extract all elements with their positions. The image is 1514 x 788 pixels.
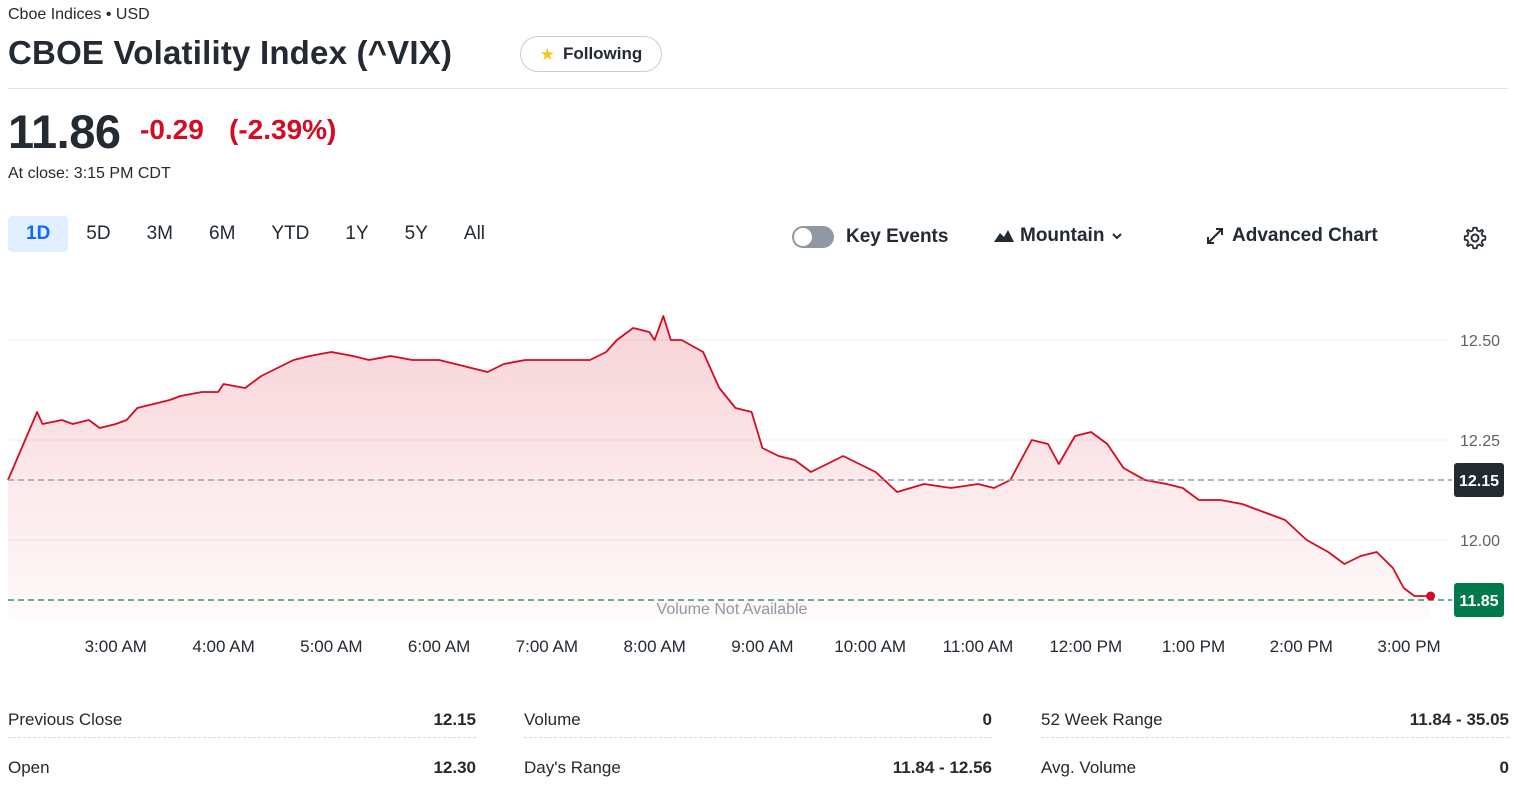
following-button[interactable]: ★ Following — [520, 36, 662, 72]
price-chart[interactable]: 12.15 11.85 12.50 12.25 12.00 3:00 AM 4:00 AM… — [0, 270, 1514, 670]
range-tab-1y[interactable]: 1Y — [345, 223, 369, 244]
current-price: 11.86 — [8, 105, 121, 158]
market-close-note: At close: 3:15 PM CDT — [8, 165, 171, 182]
header-divider — [8, 88, 1508, 89]
star-icon: ★ — [539, 44, 555, 64]
stat-days-range: Day's Range 11.84 - 12.56 — [524, 750, 992, 786]
range-tabs: 1D 5D 3M 6M YTD 1Y 5Y All — [8, 216, 503, 252]
page-title: CBOE Volatility Index (^VIX) — [8, 34, 453, 71]
chart-type-dropdown[interactable]: Mountain — [994, 225, 1124, 247]
range-tab-6m[interactable]: 6M — [209, 223, 236, 244]
following-label: Following — [562, 44, 643, 63]
x-tick-label: 7:00 AM — [516, 637, 578, 656]
stat-label: Open — [8, 758, 50, 777]
stat-label: Volume — [524, 709, 581, 729]
y-tick-label: 12.25 — [1460, 433, 1500, 450]
toggle-knob — [794, 228, 812, 246]
advanced-chart-button[interactable]: Advanced Chart — [1206, 225, 1378, 247]
range-tab-all[interactable]: All — [463, 223, 486, 244]
x-tick-label: 8:00 AM — [623, 637, 685, 656]
price-chart-svg: 12.15 11.85 12.50 12.25 12.00 3:00 AM 4:00 AM… — [7, 315, 1504, 656]
range-tab-5y[interactable]: 5Y — [404, 223, 428, 244]
last-point-marker — [1426, 591, 1436, 601]
range-tab-1d[interactable]: 1D — [8, 216, 69, 252]
stat-label: Day's Range — [524, 758, 621, 777]
stat-label: Avg. Volume — [1041, 758, 1137, 777]
stat-label: 52 Week Range — [1041, 709, 1163, 729]
range-tab-ytd[interactable]: YTD — [271, 223, 310, 244]
x-tick-label: 9:00 AM — [731, 637, 793, 656]
key-events-toggle[interactable] — [792, 226, 834, 248]
previous-close-value: 12.15 — [1459, 473, 1499, 490]
x-tick-label: 11:00 AM — [943, 637, 1014, 656]
x-tick-label: 12:00 PM — [1049, 637, 1122, 656]
stat-volume: Volume 0 — [524, 702, 992, 738]
price-change-percent: (-2.39%) — [229, 114, 337, 145]
quote-statistics: Previous Close 12.15 Open 12.30 Volume 0… — [8, 700, 1509, 788]
x-tick-label: 5:00 AM — [300, 637, 362, 656]
stat-label: Previous Close — [8, 709, 123, 729]
stat-value: 0 — [982, 709, 992, 729]
x-tick-label: 1:00 PM — [1162, 637, 1225, 656]
x-tick-label: 3:00 PM — [1377, 637, 1440, 656]
range-tab-5d[interactable]: 5D — [86, 223, 111, 244]
stat-avg-volume: Avg. Volume 0 — [1041, 750, 1509, 786]
last-value-badge — [1454, 583, 1504, 617]
stat-open: Open 12.30 — [8, 750, 476, 786]
x-tick-label: 6:00 AM — [408, 637, 470, 656]
price-line — [7, 315, 1431, 597]
stat-52-week-range: 52 Week Range 11.84 - 35.05 — [1041, 702, 1509, 738]
mountain-icon — [994, 230, 1014, 242]
stat-value: 12.15 — [433, 709, 476, 729]
gear-icon[interactable] — [1462, 225, 1488, 251]
price-area — [8, 316, 1431, 620]
advanced-chart-label: Advanced Chart — [1232, 225, 1378, 246]
last-value-label: 11.85 — [1459, 593, 1498, 610]
stat-value: 11.84 - 35.05 — [1409, 709, 1509, 729]
previous-close-badge — [1454, 463, 1504, 497]
x-tick-label: 4:00 AM — [192, 637, 254, 656]
chart-type-label: Mountain — [1020, 225, 1105, 246]
y-tick-label: 12.50 — [1460, 333, 1500, 350]
chevron-down-icon — [1112, 233, 1123, 240]
x-tick-label: 2:00 PM — [1270, 637, 1333, 656]
x-tick-label: 10:00 AM — [834, 637, 906, 656]
price-change: -0.29 — [140, 114, 204, 145]
x-tick-label: 3:00 AM — [85, 637, 147, 656]
range-tab-3m[interactable]: 3M — [146, 223, 173, 244]
key-events-label[interactable]: Key Events — [846, 226, 949, 247]
stat-previous-close: Previous Close 12.15 — [8, 702, 476, 738]
stat-value: 11.84 - 12.56 — [892, 758, 992, 777]
stat-value: 12.30 — [433, 758, 476, 777]
volume-note: Volume Not Available — [657, 601, 808, 618]
y-tick-label: 12.00 — [1460, 533, 1500, 550]
stat-value: 0 — [1499, 758, 1509, 777]
breadcrumb: Cboe Indices • USD — [8, 6, 150, 23]
expand-icon — [1207, 228, 1223, 244]
